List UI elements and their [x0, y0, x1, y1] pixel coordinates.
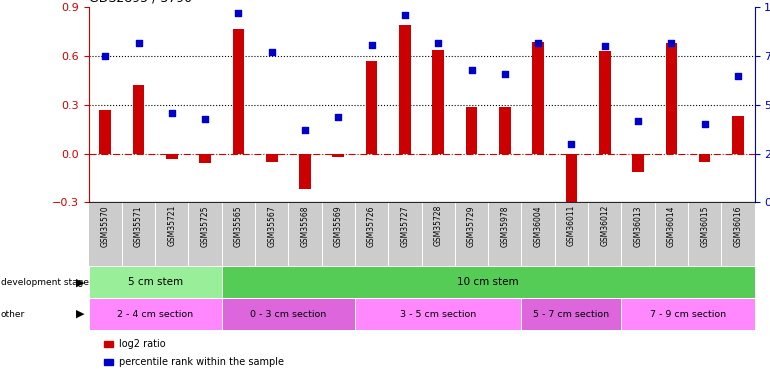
Text: GSM36014: GSM36014	[667, 205, 676, 246]
Bar	[632, 154, 644, 172]
Point	[432, 40, 444, 46]
Point	[199, 116, 211, 122]
Point	[166, 110, 178, 116]
Text: ▶: ▶	[76, 309, 85, 319]
Text: 5 cm stem: 5 cm stem	[128, 277, 182, 287]
Point	[99, 53, 112, 59]
Bar	[132, 86, 144, 154]
Bar	[266, 154, 277, 162]
Bar	[566, 154, 578, 214]
Point	[299, 128, 311, 134]
Point	[366, 42, 378, 48]
Bar	[732, 116, 744, 154]
Bar	[355, 298, 521, 330]
Bar	[89, 298, 222, 330]
Point	[532, 40, 544, 46]
Text: GSM35567: GSM35567	[267, 205, 276, 247]
Point	[698, 122, 711, 128]
Bar	[166, 154, 178, 159]
Point	[732, 73, 744, 79]
Text: GSM36013: GSM36013	[634, 205, 642, 246]
Point	[399, 12, 411, 18]
Text: GSM36004: GSM36004	[534, 205, 543, 247]
Text: GSM36016: GSM36016	[734, 205, 742, 246]
Point	[132, 40, 145, 46]
Text: GSM35728: GSM35728	[434, 205, 443, 246]
Point	[665, 40, 678, 46]
Bar	[599, 51, 611, 154]
Point	[499, 71, 511, 77]
Bar	[399, 26, 410, 154]
Text: GSM35727: GSM35727	[400, 205, 410, 246]
Text: log2 ratio: log2 ratio	[119, 339, 166, 349]
Point	[332, 114, 344, 120]
Point	[598, 44, 611, 50]
Text: GSM35565: GSM35565	[234, 205, 243, 247]
Bar	[521, 298, 621, 330]
Point	[266, 50, 278, 55]
Text: GSM36012: GSM36012	[601, 205, 609, 246]
Bar	[333, 154, 344, 157]
Bar	[89, 266, 222, 298]
Text: 2 - 4 cm section: 2 - 4 cm section	[117, 310, 193, 319]
Text: 0 - 3 cm section: 0 - 3 cm section	[250, 310, 326, 319]
Bar	[665, 43, 677, 154]
Bar	[222, 266, 755, 298]
Text: GSM35568: GSM35568	[300, 205, 310, 246]
Bar	[621, 298, 755, 330]
Bar	[300, 154, 311, 189]
Bar	[532, 42, 544, 154]
Text: GSM36015: GSM36015	[700, 205, 709, 246]
Text: GSM35725: GSM35725	[201, 205, 209, 246]
Bar	[499, 106, 511, 154]
Text: 10 cm stem: 10 cm stem	[457, 277, 519, 287]
Bar	[433, 50, 444, 154]
Text: GSM35726: GSM35726	[367, 205, 376, 246]
Bar	[466, 106, 477, 154]
Text: ▶: ▶	[76, 277, 85, 287]
Text: GSM35978: GSM35978	[500, 205, 509, 246]
Text: GSM35729: GSM35729	[467, 205, 476, 246]
Point	[465, 67, 477, 73]
Bar	[222, 298, 355, 330]
Point	[233, 10, 245, 16]
Text: other: other	[1, 310, 25, 319]
Bar	[99, 110, 111, 154]
Text: GSM35721: GSM35721	[167, 205, 176, 246]
Text: percentile rank within the sample: percentile rank within the sample	[119, 357, 284, 367]
Point	[565, 141, 578, 147]
Text: 7 - 9 cm section: 7 - 9 cm section	[650, 310, 726, 319]
Point	[632, 118, 644, 124]
Text: GSM36011: GSM36011	[567, 205, 576, 246]
Text: GSM35571: GSM35571	[134, 205, 143, 246]
Text: GSM35569: GSM35569	[334, 205, 343, 247]
Text: 5 - 7 cm section: 5 - 7 cm section	[534, 310, 610, 319]
Bar	[233, 28, 244, 154]
Text: development stage: development stage	[1, 278, 89, 286]
Text: GDS2895 / 3790: GDS2895 / 3790	[89, 0, 192, 5]
Text: 3 - 5 cm section: 3 - 5 cm section	[400, 310, 477, 319]
Text: GSM35570: GSM35570	[101, 205, 109, 247]
Bar	[699, 154, 711, 162]
Bar	[199, 154, 211, 164]
Bar	[366, 61, 377, 154]
